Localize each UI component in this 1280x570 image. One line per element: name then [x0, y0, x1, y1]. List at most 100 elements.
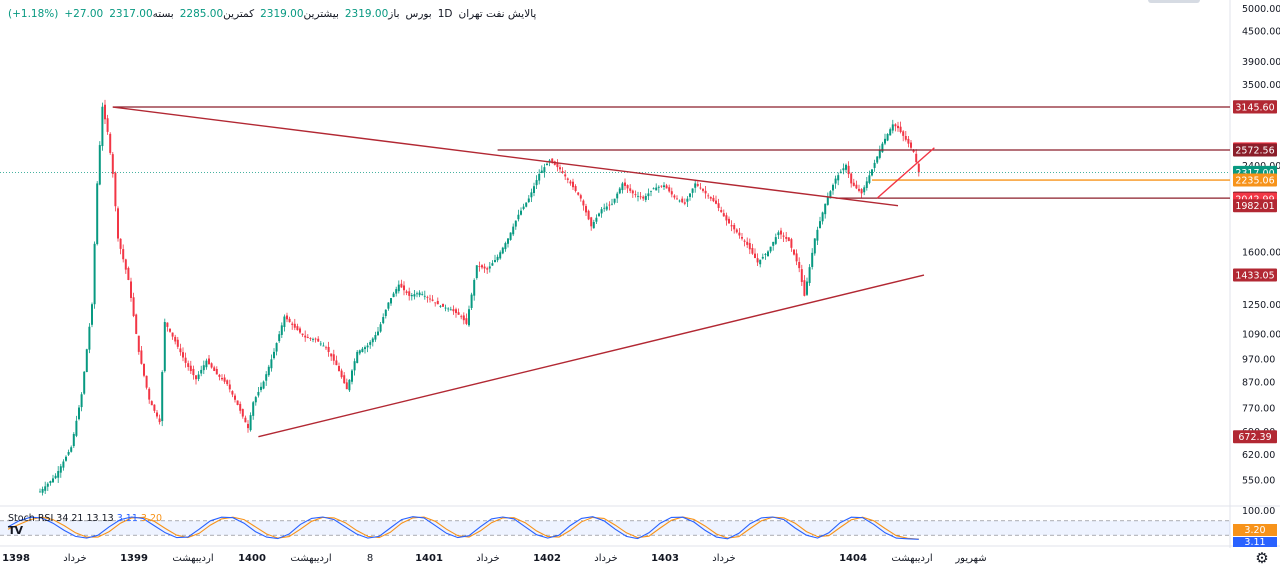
candle-body: [418, 292, 421, 296]
candle-body: [434, 302, 437, 304]
candle-body: [288, 318, 291, 323]
candle-body: [353, 361, 356, 371]
price-label-text: 672.39: [1238, 432, 1271, 443]
candle-body: [161, 372, 164, 422]
candle-body: [44, 486, 47, 491]
legend-high-value: 2319.00: [260, 8, 304, 20]
candle-body: [743, 240, 746, 242]
candle-body: [358, 350, 361, 354]
candle-body: [873, 162, 876, 168]
candle-body: [130, 281, 132, 298]
legend-symbol-title[interactable]: پالایش نفت تهران: [458, 8, 537, 20]
candle-body: [249, 415, 252, 431]
candle-body: [813, 238, 816, 254]
candle-body: [436, 300, 439, 305]
candle-body: [384, 309, 387, 317]
candle-body: [709, 197, 712, 199]
candle-body: [158, 418, 161, 423]
candle-body: [790, 239, 793, 248]
candle-body: [403, 285, 405, 291]
candle-body: [215, 369, 218, 375]
candle-body: [774, 237, 777, 244]
stoch-d-label-box: [1233, 524, 1277, 536]
candle-body: [293, 323, 296, 328]
candle-body: [670, 191, 673, 195]
candle-body: [863, 187, 866, 193]
tradingview-logo-icon: TV: [8, 524, 23, 537]
candle-body: [72, 434, 75, 447]
candle-body: [902, 131, 905, 136]
candle-body: [655, 187, 658, 191]
candle-body: [70, 447, 73, 452]
candle-body: [127, 267, 130, 280]
candle-body: [150, 401, 153, 406]
top-toolbar-handle[interactable]: [1148, 0, 1200, 3]
candle-body: [122, 249, 125, 260]
candle-body: [751, 247, 754, 254]
candle-body: [462, 315, 465, 321]
candle-body: [764, 254, 767, 256]
candle-body: [135, 314, 138, 334]
price-label-text: 2235.06: [1235, 176, 1274, 187]
candle-body: [317, 338, 320, 342]
candle-body: [132, 297, 135, 316]
candle-body: [577, 192, 580, 195]
candle-body: [782, 235, 785, 237]
candle-body: [473, 279, 476, 296]
candle-body: [457, 312, 460, 315]
candle-body: [579, 195, 582, 199]
candle-body: [517, 214, 520, 220]
candle-body: [756, 258, 759, 263]
candle-body: [634, 194, 637, 196]
price-label-text: 3145.60: [1235, 103, 1274, 114]
candle-body: [811, 252, 814, 267]
candle-body: [179, 348, 182, 353]
stoch-k-label-text: 3.11: [1244, 537, 1265, 548]
candle-body: [681, 198, 684, 203]
candle-body: [520, 210, 522, 215]
candle-body: [301, 333, 304, 335]
candle-body: [696, 184, 699, 186]
price-label-box: [1233, 268, 1277, 282]
x-tick-label: 1400: [238, 553, 266, 564]
candle-body: [699, 187, 702, 189]
candle-body: [826, 197, 829, 205]
x-tick-label: شهریور: [954, 553, 986, 564]
legend-low-value: 2285.00: [179, 8, 224, 20]
candle-body: [322, 345, 325, 347]
legend-close-label: بسته: [152, 8, 174, 20]
candle-body: [374, 335, 377, 340]
candle-body: [748, 243, 751, 250]
candle-body: [769, 246, 772, 252]
candle-body: [585, 206, 587, 213]
gear-icon[interactable]: ⚙: [1255, 549, 1269, 567]
candle-body: [785, 236, 788, 239]
candle-body: [507, 238, 509, 244]
candle-body: [530, 192, 533, 198]
x-tick-label: خرداد: [594, 553, 617, 564]
candle-body: [808, 267, 811, 284]
candle-body: [824, 203, 827, 215]
candle-body: [668, 187, 671, 192]
candle-body: [397, 284, 400, 292]
candle-body: [234, 395, 236, 400]
candle-body: [540, 170, 543, 174]
candle-body: [624, 182, 626, 186]
candle-body: [392, 293, 395, 298]
candle-body: [208, 358, 210, 365]
y-tick-label: 770.00: [1242, 404, 1275, 415]
x-tick-label: 8: [367, 553, 373, 564]
y-tick-label: 3900.00: [1242, 57, 1280, 68]
candle-body: [650, 190, 652, 192]
candle-body: [899, 126, 902, 132]
stoch-k-label-box: [1233, 537, 1277, 547]
candle-body: [244, 417, 247, 423]
candle-body: [283, 316, 286, 327]
candle-body: [504, 243, 507, 250]
candle-body: [780, 230, 782, 235]
candle-body: [421, 294, 424, 296]
candle-body: [46, 483, 49, 487]
x-tick-label: 1399: [120, 553, 148, 564]
candle-body: [787, 237, 790, 242]
